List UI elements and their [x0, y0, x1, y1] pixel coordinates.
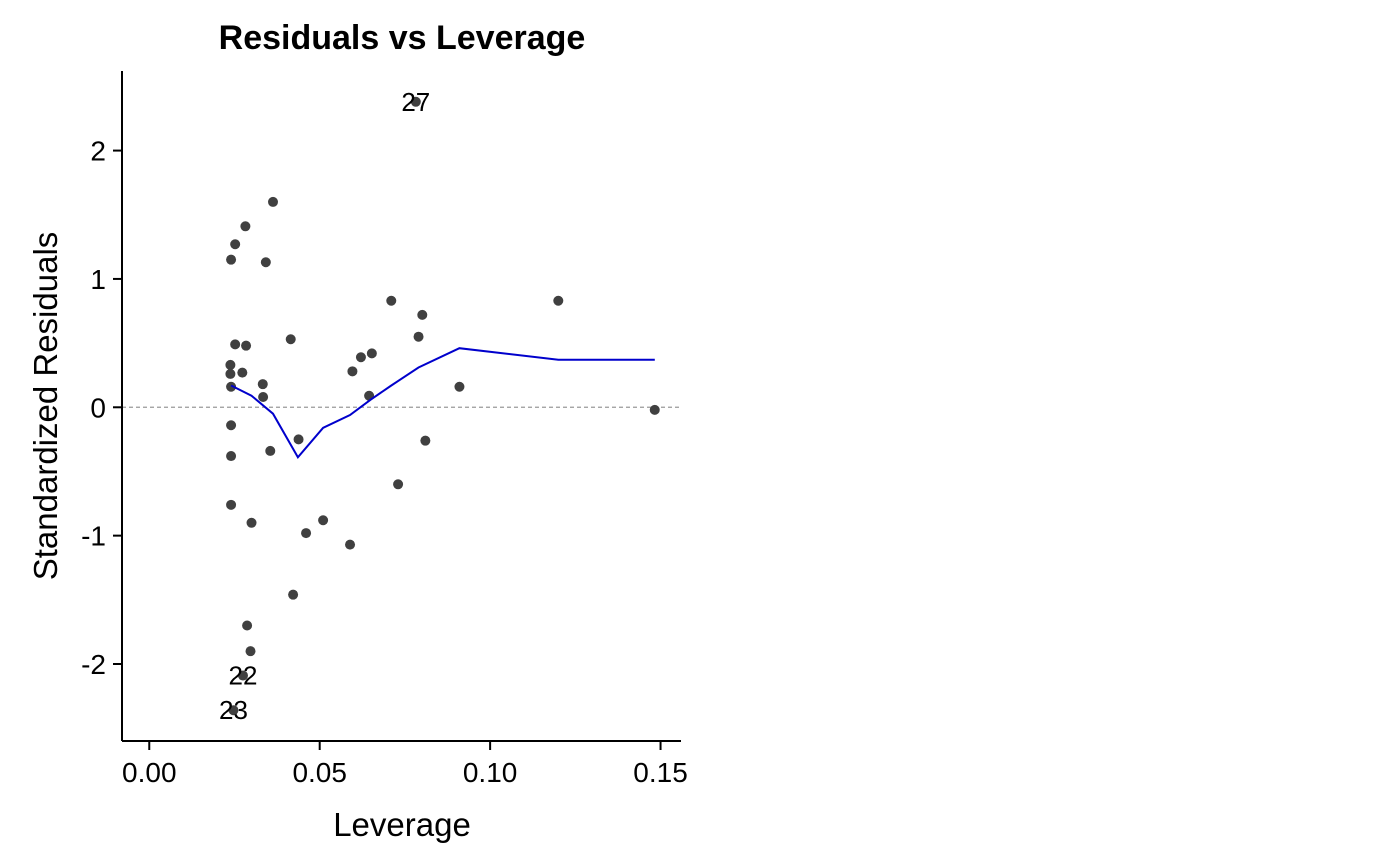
- data-point: [241, 340, 252, 351]
- x-tick-label: 0.05: [292, 757, 347, 788]
- data-point: [293, 434, 304, 445]
- y-axis-label: Standardized Residuals: [27, 232, 64, 581]
- y-tick-label: 2: [90, 136, 106, 167]
- data-point: [393, 479, 404, 490]
- data-point: [246, 517, 257, 528]
- data-point: [226, 381, 237, 392]
- data-point: [366, 348, 377, 359]
- y-tick-label: -2: [81, 649, 106, 680]
- data-point: [230, 339, 241, 350]
- x-tick-label: 0.15: [633, 757, 688, 788]
- data-point: [410, 96, 421, 107]
- data-point: [345, 539, 356, 550]
- data-point: [413, 331, 424, 342]
- data-point: [228, 705, 239, 716]
- data-point: [285, 334, 296, 345]
- data-point: [265, 445, 276, 456]
- y-axis-ticks: -2 -1 0 1 2: [81, 136, 122, 680]
- data-point: [553, 295, 564, 306]
- data-point: [226, 451, 237, 462]
- data-point: [230, 239, 241, 250]
- data-point: [226, 254, 237, 265]
- point-label: 23: [219, 695, 248, 725]
- data-point: [355, 352, 366, 363]
- data-point: [242, 620, 253, 631]
- x-axis-label: Leverage: [333, 806, 471, 843]
- data-point: [225, 359, 236, 370]
- chart-title: Residuals vs Leverage: [219, 19, 586, 57]
- data-point: [301, 528, 312, 539]
- data-point: [386, 295, 397, 306]
- x-tick-label: 0.00: [122, 757, 177, 788]
- data-point: [237, 367, 248, 378]
- data-point: [649, 404, 660, 415]
- data-point: [288, 589, 299, 600]
- data-point: [257, 379, 268, 390]
- point-label: 22: [229, 661, 258, 691]
- x-tick-label: 0.10: [463, 757, 518, 788]
- data-point: [226, 499, 237, 510]
- plot-area: 27 22 23: [122, 87, 681, 725]
- data-point: [226, 420, 237, 431]
- data-point: [347, 366, 358, 377]
- data-point: [245, 646, 256, 657]
- data-point: [225, 368, 236, 379]
- point-label: 27: [401, 87, 430, 117]
- data-point: [417, 309, 428, 320]
- data-point: [238, 670, 249, 681]
- data-point: [260, 257, 271, 268]
- data-point: [267, 196, 278, 207]
- y-tick-label: -1: [81, 521, 106, 552]
- smooth-line: [230, 347, 655, 460]
- y-tick-label: 1: [90, 264, 106, 295]
- y-tick-label: 0: [90, 392, 106, 423]
- data-point: [258, 392, 269, 403]
- x-axis-ticks: 0.00 0.05 0.10 0.15: [122, 741, 688, 788]
- data-point: [454, 381, 465, 392]
- data-point: [240, 221, 251, 232]
- data-point: [420, 435, 431, 446]
- data-point: [318, 515, 329, 526]
